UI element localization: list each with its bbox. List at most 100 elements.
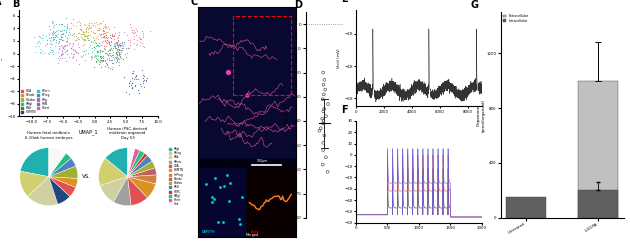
Point	[104, 42, 114, 46]
Point	[54, 58, 64, 62]
Point	[97, 60, 107, 63]
Point	[62, 43, 72, 46]
Point	[55, 37, 65, 41]
Point	[108, 61, 118, 65]
Point	[64, 30, 74, 34]
Point	[98, 19, 108, 23]
Point	[108, 46, 118, 50]
Point	[101, 40, 112, 44]
Y-axis label: $V_{hold}$ (mV): $V_{hold}$ (mV)	[282, 102, 291, 128]
Point	[104, 58, 114, 62]
Point	[50, 44, 60, 48]
Point	[78, 30, 88, 34]
Point	[102, 36, 112, 40]
Point	[100, 25, 110, 29]
Point	[39, 51, 49, 55]
Point	[113, 39, 123, 43]
Point	[66, 51, 76, 54]
Point	[317, 117, 327, 121]
Point	[105, 33, 115, 37]
Point	[95, 60, 105, 64]
Point	[81, 52, 91, 56]
Point	[59, 24, 69, 28]
Point	[66, 41, 76, 45]
Point	[118, 57, 129, 61]
Point	[47, 37, 57, 40]
Point	[83, 33, 93, 37]
Point	[111, 40, 121, 44]
Point	[73, 42, 83, 46]
Point	[50, 22, 60, 25]
Point	[141, 79, 151, 83]
Point	[79, 32, 89, 36]
Point	[48, 52, 58, 56]
Point	[318, 119, 328, 123]
Point	[100, 51, 110, 54]
Point	[81, 27, 91, 30]
Point	[125, 43, 135, 47]
Point	[66, 26, 76, 30]
Point	[98, 58, 108, 62]
Point	[76, 54, 86, 58]
Point	[132, 42, 142, 46]
Point	[60, 43, 70, 47]
Point	[57, 51, 67, 55]
Point	[112, 46, 122, 50]
Point	[47, 21, 57, 25]
Point	[47, 51, 57, 54]
Point	[122, 46, 132, 50]
X-axis label: UMAP_1: UMAP_1	[78, 129, 98, 135]
Point	[71, 58, 81, 62]
Point	[98, 39, 108, 43]
Point	[91, 44, 101, 48]
Point	[86, 21, 96, 25]
Point	[101, 51, 111, 55]
Point	[92, 28, 102, 32]
Y-axis label: $V_{hold}$ (mV): $V_{hold}$ (mV)	[335, 47, 343, 69]
Point	[73, 51, 83, 55]
Point	[59, 44, 69, 48]
Point	[102, 52, 112, 55]
Point	[83, 34, 93, 38]
Point	[119, 42, 129, 46]
Point	[98, 28, 108, 32]
Point	[93, 62, 103, 66]
Point	[88, 22, 98, 25]
Point	[118, 40, 129, 44]
Point	[112, 57, 122, 61]
Point	[62, 25, 72, 29]
Point	[72, 35, 83, 39]
Point	[74, 19, 84, 23]
Point	[120, 55, 130, 59]
Point	[103, 65, 113, 69]
Point	[47, 42, 57, 45]
Point	[62, 26, 72, 30]
Point	[61, 39, 71, 43]
Point	[100, 25, 110, 29]
Point	[110, 31, 120, 35]
Point	[79, 38, 89, 42]
Point	[105, 43, 115, 47]
Point	[78, 49, 88, 53]
Point	[64, 27, 74, 30]
Point	[110, 37, 120, 41]
Point	[101, 24, 111, 28]
Point	[98, 32, 108, 36]
Point	[131, 77, 141, 81]
Point	[91, 59, 101, 63]
Point	[57, 52, 67, 56]
Point	[54, 41, 64, 45]
Point	[97, 55, 107, 59]
Point	[60, 45, 70, 48]
Point	[129, 34, 139, 38]
Point	[96, 35, 106, 39]
Point	[139, 74, 149, 78]
Point	[94, 26, 105, 30]
Wedge shape	[49, 148, 66, 177]
Wedge shape	[127, 177, 147, 205]
Point	[74, 45, 84, 48]
Point	[112, 53, 122, 57]
Point	[135, 37, 146, 41]
Point	[135, 43, 145, 47]
Point	[86, 25, 96, 29]
